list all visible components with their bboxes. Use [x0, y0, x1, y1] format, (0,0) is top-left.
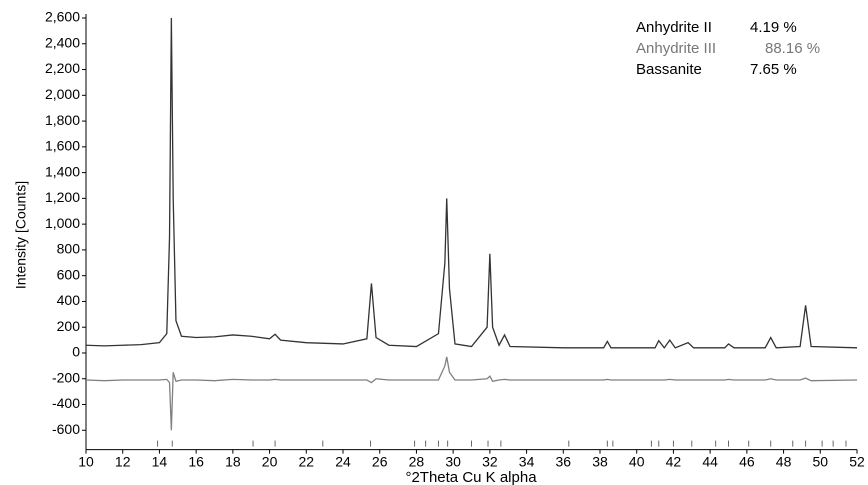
- y-tick-label: 1,800: [45, 112, 80, 128]
- x-tick-label: 46: [739, 453, 755, 469]
- x-tick-label: 28: [409, 453, 425, 469]
- y-tick-label: -600: [52, 421, 80, 437]
- x-tick-label: 36: [555, 453, 571, 469]
- y-tick-label: 1,200: [45, 189, 80, 205]
- y-tick-label: 1,000: [45, 215, 80, 231]
- x-tick-label: 42: [666, 453, 682, 469]
- x-tick-label: 16: [188, 453, 204, 469]
- x-tick-label: 14: [152, 453, 168, 469]
- x-tick-label: 12: [115, 453, 131, 469]
- y-tick-label: 200: [57, 318, 81, 334]
- y-tick-label: 2,600: [45, 9, 80, 25]
- y-tick-label: 1,400: [45, 163, 80, 179]
- x-tick-label: 38: [592, 453, 608, 469]
- data-line: [85, 17, 858, 349]
- legend-percent: 4.19 %: [750, 19, 797, 36]
- y-tick-label: 600: [57, 266, 81, 282]
- y-tick-label: 2,400: [45, 34, 80, 50]
- x-tick-label: 50: [812, 453, 828, 469]
- x-tick-label: 24: [335, 453, 351, 469]
- x-tick-label: 10: [78, 453, 94, 469]
- x-axis-title: °2Theta Cu K alpha: [405, 469, 537, 485]
- legend-name: Anhydrite III: [636, 40, 716, 57]
- x-tick-label: 18: [225, 453, 241, 469]
- x-tick-label: 20: [262, 453, 278, 469]
- y-tick-label: 0: [72, 344, 80, 360]
- x-tick-label: 34: [519, 453, 535, 469]
- y-tick-label: -400: [52, 395, 80, 411]
- y-axis-title: Intensity [Counts]: [13, 181, 29, 289]
- x-tick-label: 40: [629, 453, 645, 469]
- x-tick-label: 32: [482, 453, 498, 469]
- x-tick-label: 48: [776, 453, 792, 469]
- y-tick-label: 800: [57, 241, 81, 257]
- y-tick-label: 2,000: [45, 86, 80, 102]
- x-tick-label: 26: [372, 453, 388, 469]
- x-tick-label: 44: [702, 453, 718, 469]
- x-tick-label: 52: [849, 453, 865, 469]
- y-tick-label: 1,600: [45, 138, 80, 154]
- y-tick-label: -200: [52, 369, 80, 385]
- legend-name: Bassanite: [636, 61, 702, 78]
- legend-name: Anhydrite II: [636, 19, 712, 36]
- x-tick-label: 22: [298, 453, 314, 469]
- y-tick-label: 2,200: [45, 60, 80, 76]
- y-tick-label: 400: [57, 292, 81, 308]
- legend-percent: 7.65 %: [750, 61, 797, 78]
- data-line: [85, 356, 858, 431]
- legend-percent: 88.16 %: [765, 40, 820, 57]
- x-tick-label: 30: [445, 453, 461, 469]
